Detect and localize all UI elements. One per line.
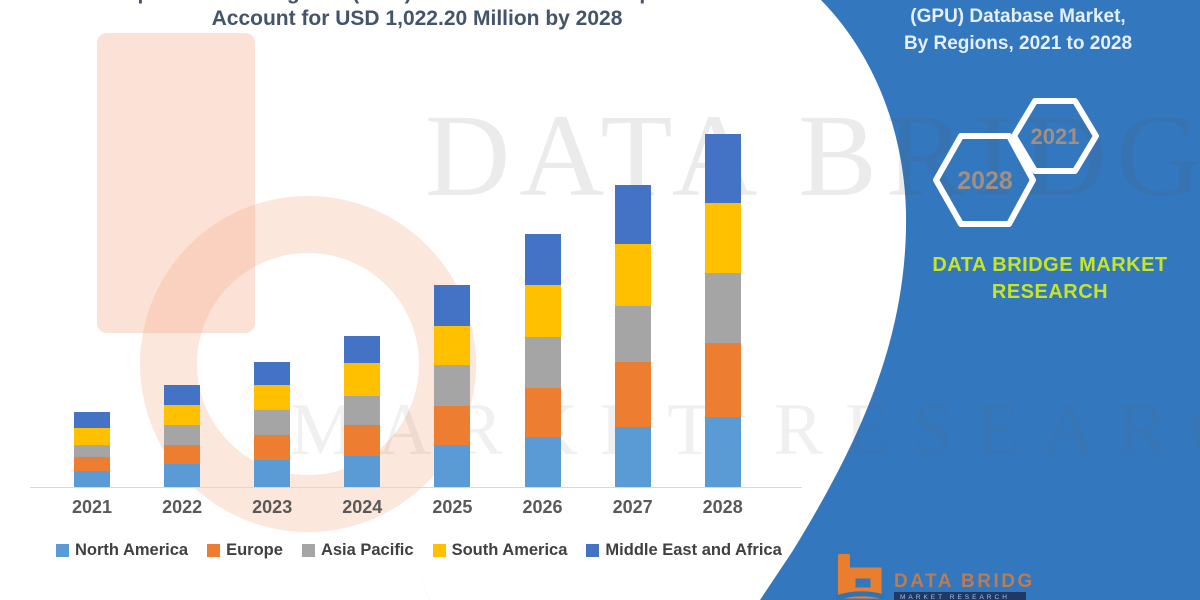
legend-label: Middle East and Africa: [605, 541, 782, 559]
legend-swatch-icon: [56, 544, 69, 557]
chart-title-line2: Account for USD 1,022.20 Million by 2028: [211, 7, 623, 30]
bar-segment-2026-north-america: [524, 436, 561, 487]
bar-segment-2028-south-america: [704, 202, 741, 273]
bar-segment-2021-asia-pacific: [74, 444, 110, 457]
bar-segment-2024-asia-pacific: [344, 395, 381, 425]
legend-swatch-icon: [432, 544, 446, 557]
bar-segment-2021-south-america: [74, 428, 110, 445]
bar-segment-2028-europe: [704, 342, 741, 417]
x-axis-line: [30, 487, 802, 488]
bar-segment-2025-middle-east-and-africa: [434, 284, 471, 327]
brand-text: DATA BRIDGE MARKET RESEARCH: [930, 252, 1170, 306]
bar-segment-2028-middle-east-and-africa: [704, 133, 741, 203]
bar-segment-2024-north-america: [344, 455, 381, 487]
bar-2025: [434, 284, 471, 487]
legend-label: Europe: [226, 541, 283, 559]
logo-swoosh-icon: [836, 591, 885, 600]
bar-2022: [164, 384, 201, 487]
hexagon-2021-icon: [1011, 98, 1099, 174]
legend: North America Europe Asia Pacific South Ame…: [56, 541, 782, 560]
legend-swatch-icon: [301, 544, 315, 557]
bar-segment-2027-south-america: [614, 243, 651, 306]
bar-segment-2022-middle-east-and-africa: [164, 384, 201, 405]
legend-item-middle-east-and-africa: Middle East and Africa: [586, 541, 782, 560]
bar-segment-2022-europe: [164, 444, 201, 464]
badge-year-2028: 2028: [957, 167, 1013, 195]
bar-segment-2021-north-america: [74, 470, 110, 487]
logo-b-bowl-icon: [844, 567, 882, 599]
bar-segment-2023-europe: [254, 435, 291, 461]
bar-segment-2027-europe: [614, 361, 651, 427]
side-panel-heading-line2: By Regions, 2021 to 2028: [903, 33, 1133, 54]
bar-segment-2023-middle-east-and-africa: [254, 361, 291, 386]
bar-segment-2028-north-america: [704, 416, 741, 487]
x-axis-label-2022: 2022: [162, 497, 203, 517]
bar-segment-2025-asia-pacific: [434, 364, 471, 406]
bar-segment-2026-asia-pacific: [524, 336, 561, 389]
bar-segment-2023-asia-pacific: [254, 410, 291, 436]
bar-segment-2026-middle-east-and-africa: [524, 233, 561, 285]
legend-item-asia-pacific: Asia Pacific: [301, 541, 414, 560]
year-badges: 2028 2021: [933, 98, 1099, 227]
footer-brand-text: DATA BRIDGE: [894, 571, 1036, 592]
bar-segment-2021-middle-east-and-africa: [74, 411, 110, 429]
bar-segment-2023-north-america: [254, 460, 291, 487]
bar-segment-2027-north-america: [614, 426, 651, 487]
bar-2023: [254, 361, 291, 487]
legend-swatch-icon: [586, 544, 600, 557]
bar-segment-2022-north-america: [164, 463, 201, 487]
legend-label: South America: [451, 541, 568, 559]
bar-segment-2025-north-america: [434, 444, 471, 487]
x-axis-label-2024: 2024: [342, 497, 383, 517]
bar-segment-2027-asia-pacific: [614, 305, 651, 362]
legend-item-north-america: North America: [56, 541, 188, 560]
bar-2024: [344, 336, 381, 487]
brand-text-line2: RESEARCH: [991, 281, 1109, 303]
bar-segment-2026-south-america: [524, 284, 561, 337]
footer-logo: DATA BRIDGE MARKET RESEARCH: [836, 554, 1036, 600]
bar-2027: [614, 184, 651, 487]
x-axis-label-2026: 2026: [522, 497, 563, 517]
bar-segment-2028-asia-pacific: [704, 272, 741, 343]
x-axis-label-2025: 2025: [432, 497, 473, 517]
footer-banner: [894, 592, 1026, 600]
legend-label: Asia Pacific: [320, 541, 414, 559]
x-axis-label-2023: 2023: [252, 497, 293, 517]
bar-segment-2024-europe: [344, 424, 381, 456]
bar-2026: [524, 233, 561, 487]
bar-segment-2021-europe: [74, 456, 110, 471]
legend-swatch-icon: [207, 544, 221, 557]
bar-segment-2025-south-america: [434, 326, 471, 365]
bar-segment-2024-south-america: [344, 363, 381, 396]
bar-segment-2023-south-america: [254, 385, 291, 411]
bar-segment-2027-middle-east-and-africa: [614, 184, 651, 244]
x-axis-label-2028: 2028: [702, 497, 743, 517]
side-panel-heading: (GPU) Database Market, By Regions, 2021 …: [868, 3, 1168, 57]
bar-2021: [74, 411, 110, 487]
bar-2028: [704, 133, 741, 487]
chart-title-line1: Graphic Processing Unit (GPU) Database M…: [0, 0, 834, 6]
badge-year-2021: 2021: [1031, 124, 1080, 149]
bar-segment-2026-europe: [524, 388, 561, 437]
x-axis-label-2027: 2027: [612, 497, 653, 517]
bar-segment-2022-asia-pacific: [164, 424, 201, 445]
hexagon-2028-icon: [933, 133, 1036, 227]
chart-title: Graphic Processing Unit (GPU) Database M…: [0, 0, 834, 32]
bar-segment-2025-europe: [434, 405, 471, 445]
legend-item-south-america: South America: [432, 541, 568, 560]
side-panel-heading-line1: (GPU) Database Market,: [910, 6, 1126, 27]
legend-item-europe: Europe: [207, 541, 283, 560]
brand-text-line1: DATA BRIDGE MARKET: [932, 254, 1168, 276]
footer-sub-text: MARKET RESEARCH: [900, 594, 1010, 600]
x-axis-label-2021: 2021: [71, 497, 113, 517]
bar-segment-2022-south-america: [164, 404, 201, 425]
legend-label: North America: [75, 541, 189, 559]
bar-segment-2024-middle-east-and-africa: [344, 336, 381, 364]
